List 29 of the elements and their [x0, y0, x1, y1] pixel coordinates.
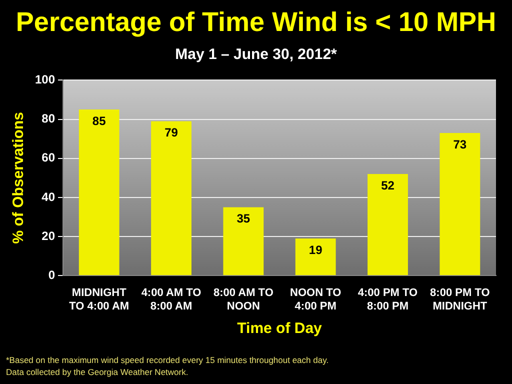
x-tick-label: 4:00 PM TO 8:00 PM: [358, 287, 418, 312]
bar: [151, 121, 192, 276]
bar: [440, 132, 480, 276]
data-label: 79: [164, 126, 178, 140]
data-label: 73: [453, 137, 467, 152]
bar: [368, 174, 408, 276]
bar: [295, 238, 336, 276]
data-label: 35: [236, 212, 250, 226]
x-axis-title: Time of Day: [237, 320, 323, 338]
y-tick-label: 40: [42, 190, 56, 204]
chart-subtitle: May 1 – June 30, 2012*: [174, 46, 338, 64]
y-axis-title: % of Observations: [10, 112, 28, 244]
bar: [78, 110, 120, 276]
y-tick-label: 0: [48, 268, 56, 282]
y-tick-label: 60: [42, 150, 56, 165]
data-label: 52: [381, 178, 395, 192]
data-label: 85: [92, 114, 106, 128]
x-tick-label: 8:00 PM TO MIDNIGHT: [430, 287, 490, 312]
x-tick-label: NOON TO 4:00 PM: [290, 287, 342, 312]
y-tick-label: 80: [42, 112, 56, 126]
bar: [223, 207, 264, 276]
y-tick-label: 100: [34, 72, 56, 87]
y-tick-label: 20: [42, 228, 56, 243]
x-tick-label: 4:00 AM TO 8:00 AM: [141, 287, 202, 312]
chart-title: Percentage of Time Wind is < 10 MPH: [14, 6, 498, 38]
data-label: 19: [308, 242, 323, 257]
x-tick-label: MIDNIGHT TO 4:00 AM: [69, 287, 130, 312]
x-tick-label: 8:00 AM TO NOON: [213, 287, 274, 312]
text: *Based on the maximum wind speed recorded every 15 minutes throughout each day. Data collected by the Georgia Weather Network.: [6, 354, 330, 378]
